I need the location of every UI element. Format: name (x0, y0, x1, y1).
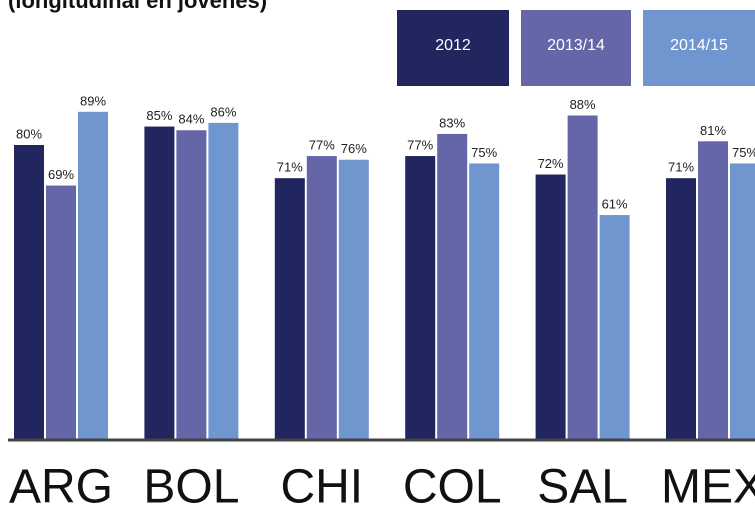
legend-swatch (643, 10, 755, 86)
value-label: 83% (439, 115, 465, 130)
bar (666, 178, 696, 440)
value-label: 69% (48, 167, 74, 182)
bar (306, 156, 337, 440)
bar (176, 130, 207, 440)
value-label: 71% (277, 160, 303, 175)
x-tick-label: BOL (143, 461, 239, 514)
value-label: 77% (309, 138, 335, 153)
bar (437, 133, 468, 440)
value-label: 77% (407, 138, 433, 153)
value-label: 89% (80, 93, 106, 108)
bar (144, 126, 175, 440)
bar (274, 178, 305, 440)
bar (405, 156, 436, 440)
value-label: 72% (538, 156, 564, 171)
value-label: 81% (700, 123, 726, 138)
bar (338, 159, 369, 440)
bar (698, 141, 728, 440)
bar (469, 163, 500, 440)
chart-title: (longitudinal en jóvenes) (8, 0, 267, 13)
legend-label: 2013/14 (547, 37, 605, 54)
bar (567, 115, 598, 440)
value-label: 75% (471, 145, 497, 160)
legend-label: 2012 (435, 37, 471, 54)
bar (46, 185, 76, 440)
x-tick-label: ARG (9, 461, 113, 514)
value-label: 71% (668, 160, 694, 175)
bar (14, 145, 44, 440)
bar (208, 122, 239, 440)
value-label: 84% (178, 112, 204, 127)
value-label: 80% (16, 126, 42, 141)
value-label: 75% (732, 145, 755, 160)
legend-label: 2014/15 (670, 37, 728, 54)
x-tick-label: MEX (661, 461, 755, 514)
bar (599, 215, 630, 440)
value-label: 61% (602, 197, 628, 212)
x-tick-label: CHI (280, 461, 363, 514)
value-label: 85% (146, 108, 172, 123)
value-label: 88% (570, 97, 596, 112)
legend-swatch (521, 10, 631, 86)
x-tick-label: SAL (537, 461, 628, 514)
value-label: 76% (341, 141, 367, 156)
x-tick-label: COL (403, 461, 502, 514)
bar (78, 111, 108, 440)
bar (730, 163, 755, 440)
bar (535, 174, 566, 440)
legend-swatch (397, 10, 509, 86)
value-label: 86% (210, 104, 236, 119)
